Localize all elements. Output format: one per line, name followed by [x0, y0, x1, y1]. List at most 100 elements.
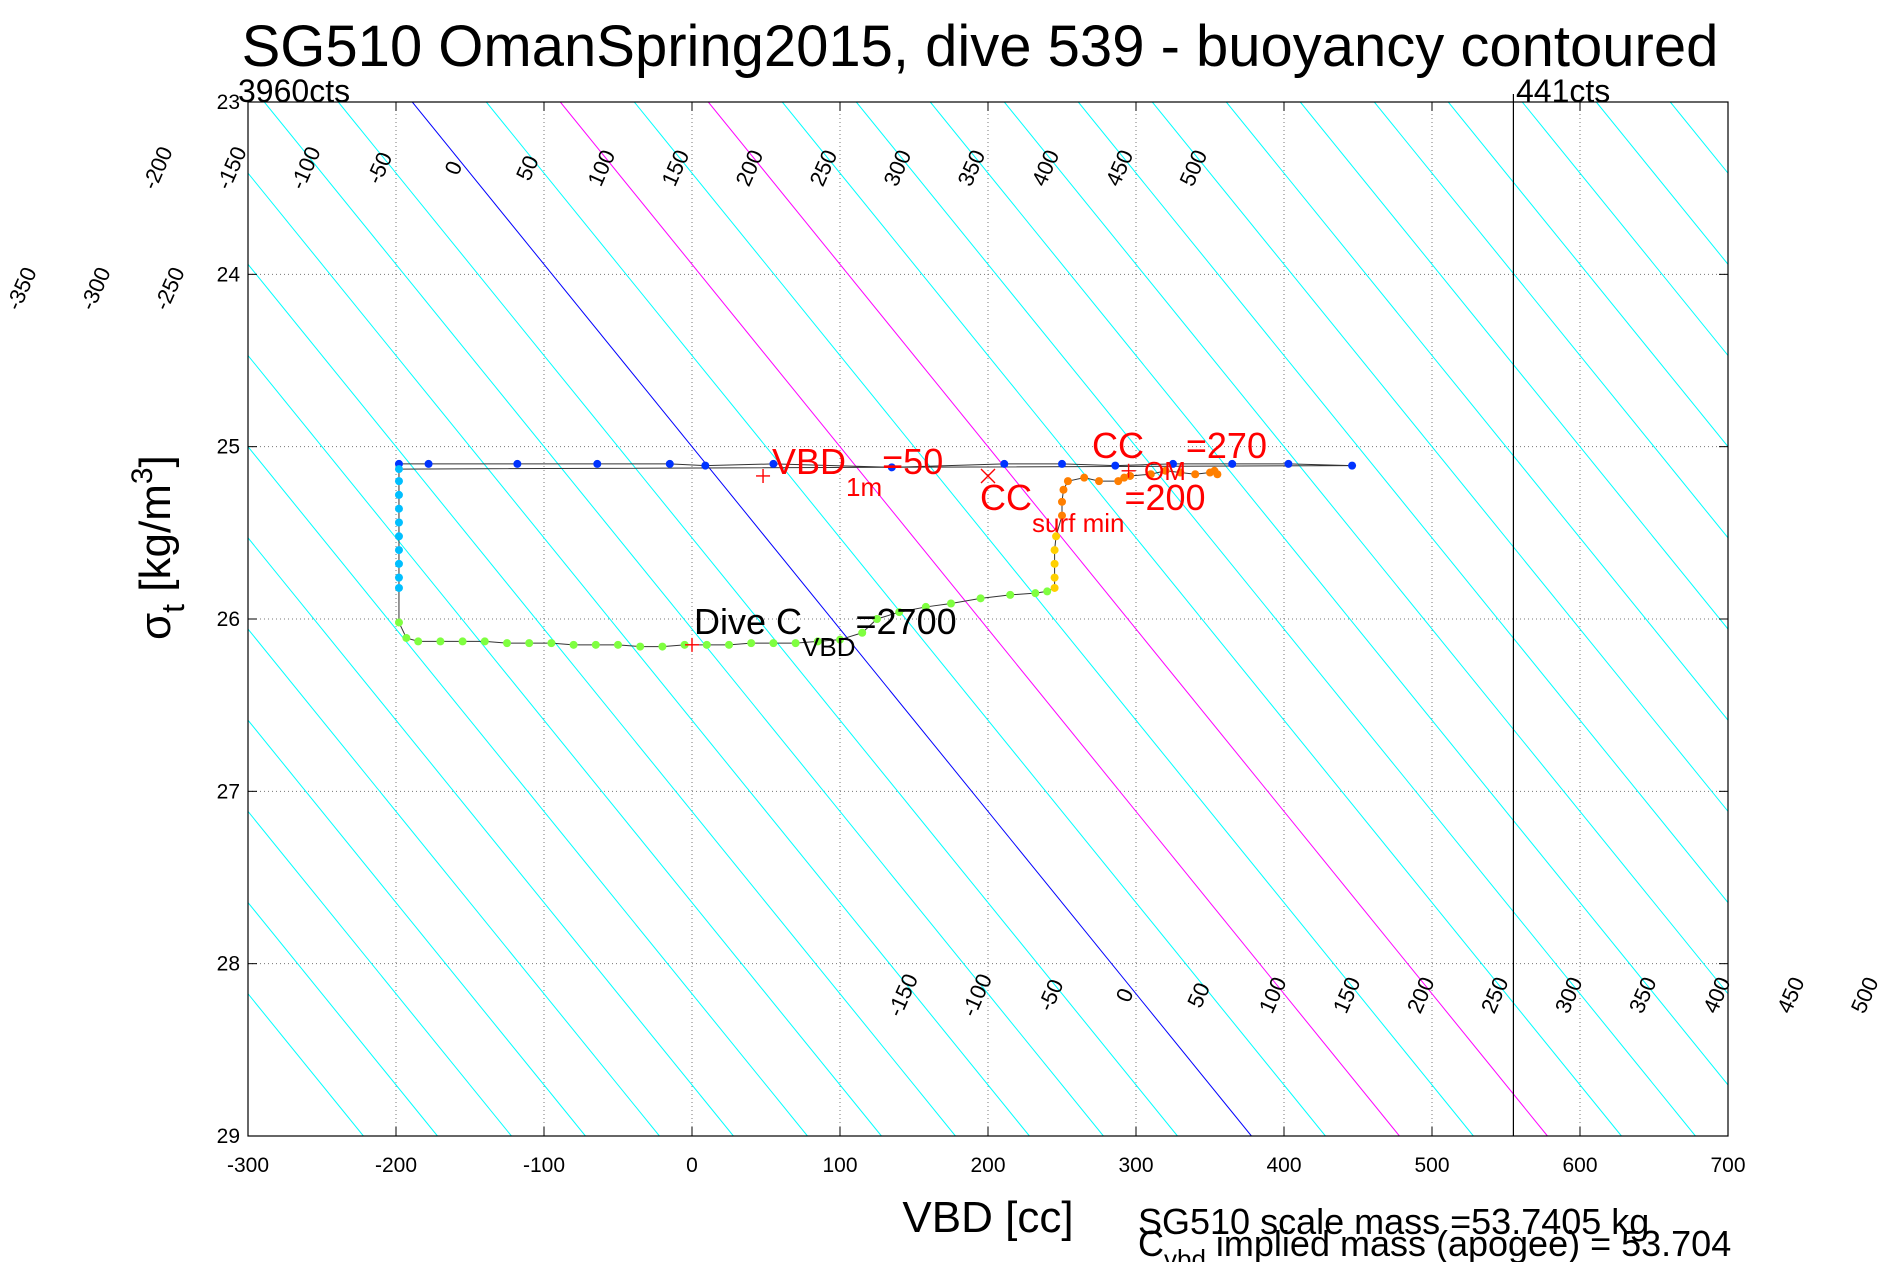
plus-marker [685, 637, 699, 652]
contour-line [248, 901, 438, 1136]
y-tick-label: 23 [217, 91, 240, 114]
cts-right-label: 441cts [1516, 73, 1610, 109]
data-point [1146, 470, 1155, 479]
data-point [725, 640, 733, 649]
contour-line [929, 102, 1728, 1086]
data-point [791, 639, 800, 648]
contour-line [248, 810, 512, 1136]
data-point [895, 608, 904, 617]
contour-label: 200 [730, 146, 768, 190]
dive-trajectory [394, 459, 1357, 651]
data-point [614, 640, 622, 649]
contour-label: 0 [1111, 984, 1139, 1005]
data-point [1284, 459, 1293, 468]
contour-label: 350 [1624, 973, 1662, 1017]
annotation-cc-surf-min: CCsurf min=200 [980, 477, 1206, 538]
data-point [1006, 590, 1015, 599]
contour-label: 500 [1846, 973, 1884, 1017]
plus-marker [756, 468, 771, 483]
data-point [1095, 477, 1103, 486]
contour-line [633, 102, 1474, 1136]
data-point [921, 602, 930, 611]
data-point [947, 599, 955, 608]
x-tick-label: -100 [523, 1154, 565, 1177]
contour-label: 250 [1476, 973, 1514, 1017]
contour-line [1003, 102, 1728, 995]
data-point [394, 583, 403, 592]
x-marker [980, 468, 996, 484]
data-point [701, 461, 710, 470]
contour-line [248, 628, 660, 1136]
data-point [1050, 546, 1059, 555]
data-point [394, 490, 403, 499]
x-tick-label: 100 [822, 1154, 857, 1177]
y-tick-label: 24 [217, 263, 241, 286]
data-point [394, 573, 403, 582]
data-point [1213, 470, 1222, 479]
data-point [1176, 468, 1185, 477]
data-point [1169, 459, 1177, 468]
contour-label: 400 [1026, 146, 1064, 190]
y-ticks: 23 24 25 26 27 28 29 [217, 91, 1728, 1148]
y-axis-label: σt [kg/m3] [126, 455, 191, 640]
data-point [836, 635, 844, 644]
contour-line [248, 719, 586, 1136]
contour-line [248, 537, 734, 1136]
data-point [813, 637, 822, 646]
x-tick-label: 600 [1562, 1154, 1597, 1177]
y-tick-label: 26 [217, 608, 240, 631]
contour-label: -350 [1, 263, 42, 313]
markers [685, 463, 1136, 652]
contour-line [707, 102, 1548, 1136]
data-point [480, 637, 489, 646]
y-tick-label: 29 [217, 1125, 240, 1148]
data-point [1348, 461, 1357, 470]
buoyancy-contours [248, 102, 1728, 1136]
data-point [1050, 583, 1059, 592]
contour-label: -300 [75, 263, 116, 313]
x-tick-label: 400 [1266, 1154, 1301, 1177]
data-point [1059, 485, 1068, 494]
contour-label: 350 [952, 146, 990, 190]
data-point [1000, 459, 1009, 468]
data-point [394, 504, 403, 513]
data-point [394, 559, 403, 568]
x-tick-label: -200 [375, 1154, 417, 1177]
y-tick-label: 28 [217, 953, 240, 976]
footer-scale-mass: SG510 scale mass =53.7405 kg [1138, 1201, 1649, 1242]
contour-label: 450 [1100, 146, 1138, 190]
data-point [1191, 470, 1200, 479]
data-point [1111, 461, 1120, 470]
data-point [414, 637, 423, 646]
data-point [394, 518, 403, 527]
x-tick-label: 700 [1710, 1154, 1745, 1177]
data-point [887, 463, 896, 472]
contour-line [1151, 102, 1728, 813]
data-point [1058, 511, 1066, 520]
contour-line [1521, 102, 1728, 357]
data-point [976, 594, 985, 603]
footer-implied-mass: Cvbd implied mass (apogee) = 53.704 [1138, 1223, 1731, 1262]
plus-marker [1121, 463, 1136, 478]
x-tick-label: 200 [970, 1154, 1005, 1177]
data-point [1063, 477, 1072, 486]
contour-label: 450 [1772, 973, 1810, 1017]
contour-label: -50 [1033, 975, 1069, 1014]
data-point [394, 465, 403, 474]
annotation-vbd-1m: VBD1m=50 [772, 441, 943, 502]
contour-label: 50 [1182, 979, 1215, 1012]
x-tick-label: 0 [686, 1154, 698, 1177]
data-point [1058, 459, 1066, 468]
data-point [1114, 477, 1123, 486]
data-point [702, 640, 711, 649]
data-point [636, 642, 645, 651]
data-point [525, 639, 534, 648]
x-ticks: -300 -200 -100 0 100 200 300 400 500 600 700 [227, 102, 1746, 1177]
data-point [503, 639, 511, 648]
y-tick-label: 27 [217, 780, 240, 803]
x-axis-label: VBD [cc] [902, 1193, 1073, 1242]
contour-label: 300 [878, 146, 916, 190]
data-point [513, 459, 522, 468]
data-point [402, 633, 411, 642]
